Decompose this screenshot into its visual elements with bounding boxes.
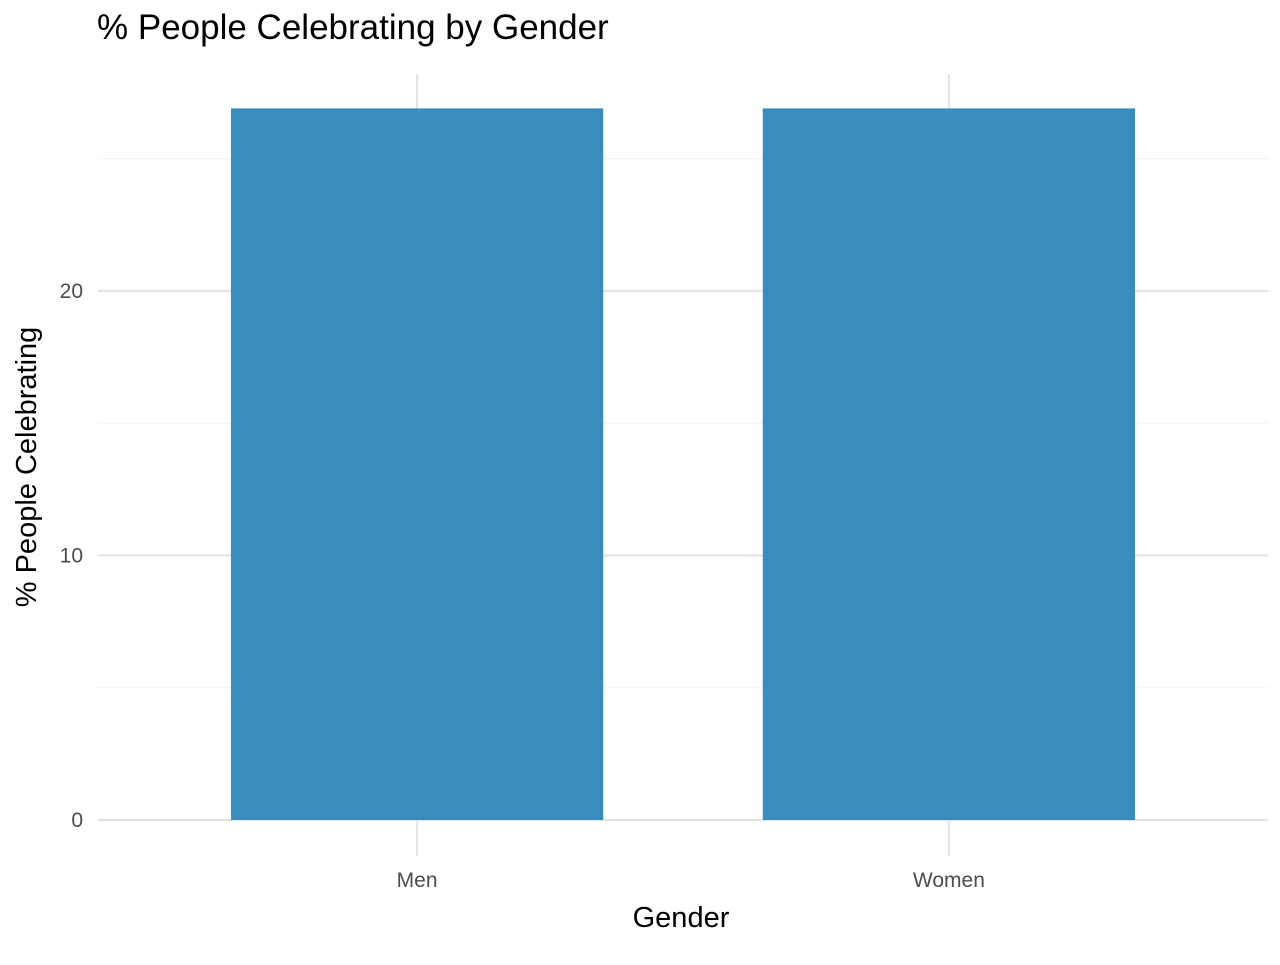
chart-title: % People Celebrating by Gender [97,8,609,47]
y-tick-label: 20 [60,280,83,303]
y-tick-label: 0 [71,809,83,832]
y-axis-title: % People Celebrating [11,327,43,608]
y-tick-label: 10 [60,544,83,567]
x-tick-label: Women [913,869,985,892]
bar-men [230,108,604,820]
x-axis-title: Gender [633,902,730,934]
labels-layer: 0 10 20 Men Women [60,280,985,892]
x-tick-label: Men [397,869,438,892]
bars-layer [230,108,1136,820]
bar-women [762,108,1136,820]
